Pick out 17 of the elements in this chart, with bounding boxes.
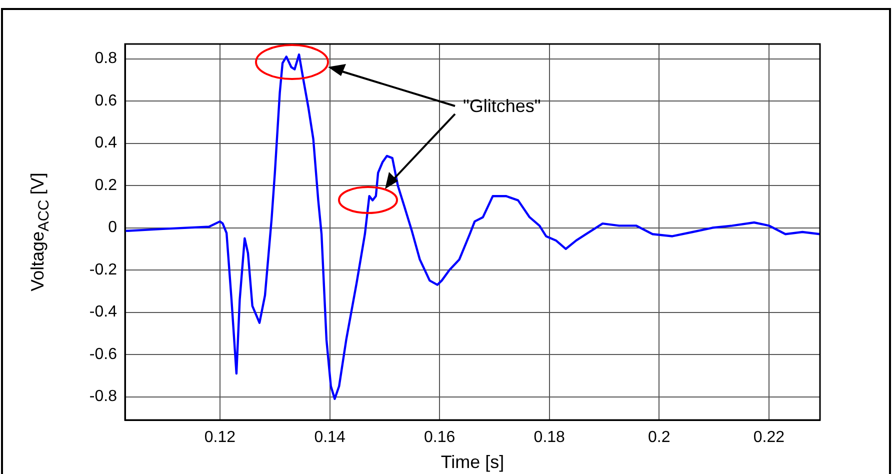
y-tick-label: 0 <box>108 219 118 236</box>
y-tick-label: -0.4 <box>89 304 118 321</box>
y-tick-label: -0.2 <box>89 261 118 278</box>
x-tick-label: 0.18 <box>534 429 566 446</box>
x-axis-title: Time [s] <box>440 452 504 472</box>
y-tick-label: 0.8 <box>94 50 118 68</box>
x-tick-label: 0.2 <box>648 429 670 446</box>
x-tick-label: 0.12 <box>204 429 236 446</box>
y-tick-label: -0.8 <box>89 388 118 406</box>
y-tick-label: 0.2 <box>94 176 118 194</box>
x-tick-label: 0.22 <box>753 429 785 446</box>
y-tick-label: -0.6 <box>89 346 118 363</box>
y-tick-label: 0.4 <box>94 134 118 152</box>
x-tick-label: 0.16 <box>424 429 456 446</box>
x-tick-label: 0.14 <box>314 429 346 446</box>
annotation: "Glitches" <box>463 96 541 117</box>
y-tick-label: 0.6 <box>94 92 118 110</box>
